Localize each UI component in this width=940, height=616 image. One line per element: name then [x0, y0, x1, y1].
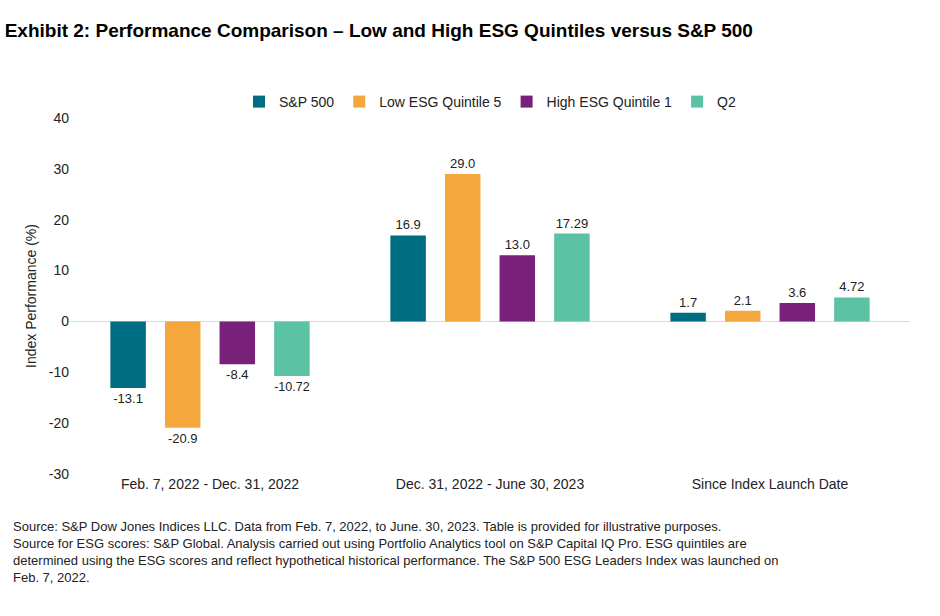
- svg-text:-10: -10: [49, 364, 69, 380]
- svg-text:-30: -30: [49, 466, 69, 482]
- svg-text:Index Performance (%): Index Performance (%): [23, 224, 39, 368]
- svg-text:30: 30: [53, 161, 69, 177]
- svg-text:Since Index Launch Date: Since Index Launch Date: [692, 476, 849, 492]
- svg-text:1.7: 1.7: [679, 295, 697, 310]
- svg-text:-20: -20: [49, 415, 69, 431]
- svg-text:16.9: 16.9: [395, 217, 420, 232]
- svg-text:20: 20: [53, 212, 69, 228]
- svg-text:3.6: 3.6: [788, 285, 806, 300]
- svg-text:29.0: 29.0: [450, 156, 475, 171]
- svg-text:17.29: 17.29: [556, 216, 589, 231]
- svg-text:Source: S&P Dow Jones Indices: Source: S&P Dow Jones Indices LLC. Data …: [13, 519, 779, 585]
- svg-text:Feb. 7, 2022 - Dec. 31, 2022: Feb. 7, 2022 - Dec. 31, 2022: [121, 476, 299, 492]
- svg-text:-13.1: -13.1: [113, 391, 143, 406]
- svg-text:-10.72: -10.72: [274, 380, 309, 394]
- svg-text:4.72: 4.72: [839, 279, 864, 294]
- svg-text:10: 10: [53, 262, 69, 278]
- svg-text:-8.4: -8.4: [226, 367, 248, 382]
- svg-text:0: 0: [61, 313, 69, 329]
- svg-text:-20.9: -20.9: [168, 431, 198, 446]
- svg-text:Low ESG Quintile 5: Low ESG Quintile 5: [379, 94, 501, 110]
- svg-text:40: 40: [53, 110, 69, 126]
- svg-text:2.1: 2.1: [734, 293, 752, 308]
- svg-text:Exhibit 2: Performance Compari: Exhibit 2: Performance Comparison – Low …: [5, 20, 753, 41]
- svg-text:High ESG Quintile 1: High ESG Quintile 1: [547, 94, 672, 110]
- svg-text:Q2: Q2: [717, 94, 736, 110]
- svg-text:S&P 500: S&P 500: [279, 94, 334, 110]
- svg-text:Dec. 31, 2022 - June 30, 2023: Dec. 31, 2022 - June 30, 2023: [396, 476, 585, 492]
- svg-text:13.0: 13.0: [505, 237, 530, 252]
